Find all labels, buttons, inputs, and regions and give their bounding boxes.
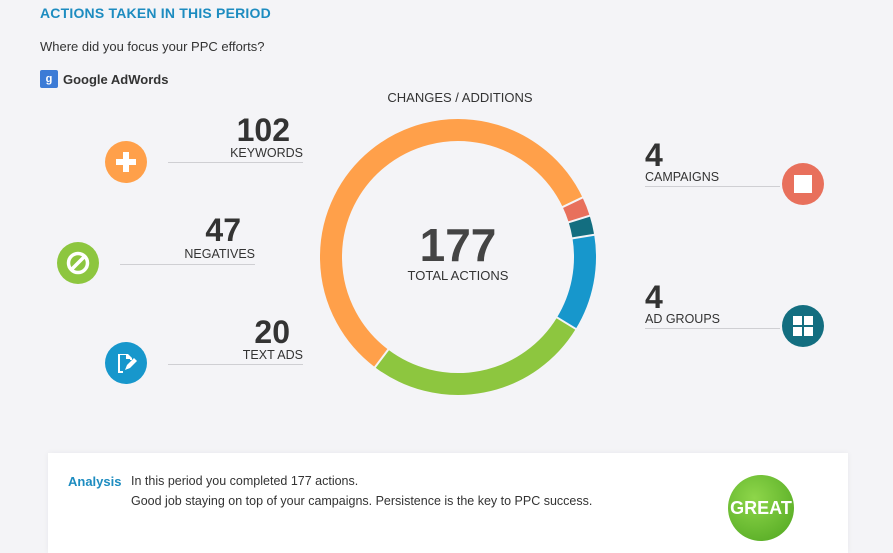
keywords-label: KEYWORDS <box>230 146 303 160</box>
analysis-label: Analysis <box>68 474 122 489</box>
donut-separator <box>561 196 584 209</box>
keywords-plus-icon <box>105 141 147 183</box>
great-badge: GREAT <box>728 475 794 541</box>
campaigns-square-icon <box>782 163 824 205</box>
ad-groups-label: AD GROUPS <box>645 312 721 326</box>
text-ads-label: TEXT ADS <box>242 348 303 362</box>
analysis-panel: Analysis In this period you completed 17… <box>48 453 848 553</box>
text-ads-value: 20 <box>254 314 290 350</box>
keywords-value: 102 <box>236 112 290 148</box>
negatives-label: NEGATIVES <box>184 247 255 261</box>
ad-groups-rule <box>645 328 780 329</box>
negatives-block-icon <box>57 242 99 284</box>
donut-slice-ad-groups <box>568 215 595 239</box>
source-label: Google AdWords <box>63 71 169 87</box>
donut-slice-negatives <box>374 317 576 395</box>
negatives-rule <box>120 264 255 265</box>
ad-groups-grid-icon <box>782 305 824 347</box>
source: g Google AdWords <box>40 70 168 88</box>
keywords-rule <box>168 162 303 163</box>
analysis-line-1: In this period you completed 177 actions… <box>131 474 359 488</box>
total-actions-value: 177 <box>419 219 497 271</box>
donut-separator <box>555 316 578 331</box>
donut-slice-keywords <box>320 119 583 368</box>
negatives-value: 47 <box>205 212 241 248</box>
section-subtitle: Where did you focus your PPC efforts? <box>40 39 265 54</box>
ad-groups-value: 4 <box>645 279 663 315</box>
donut-separator <box>373 348 390 369</box>
donut-separator <box>567 214 591 224</box>
text-ads-rule <box>168 364 303 365</box>
text-ads-edit-icon <box>105 342 147 384</box>
campaigns-value: 4 <box>645 137 663 173</box>
donut-slice-campaigns <box>562 197 590 223</box>
chart-title: CHANGES / ADDITIONS <box>387 90 533 105</box>
analysis-line-2: Good job staying on top of your campaign… <box>131 494 593 508</box>
donut-slice-text-ads <box>556 234 596 329</box>
campaigns-label: CAMPAIGNS <box>645 170 720 184</box>
donut-separator <box>571 233 596 240</box>
google-adwords-icon: g <box>40 70 58 88</box>
campaigns-rule <box>645 186 780 187</box>
section-title: ACTIONS TAKEN IN THIS PERIOD <box>40 5 271 21</box>
total-actions-label: TOTAL ACTIONS <box>407 268 509 283</box>
